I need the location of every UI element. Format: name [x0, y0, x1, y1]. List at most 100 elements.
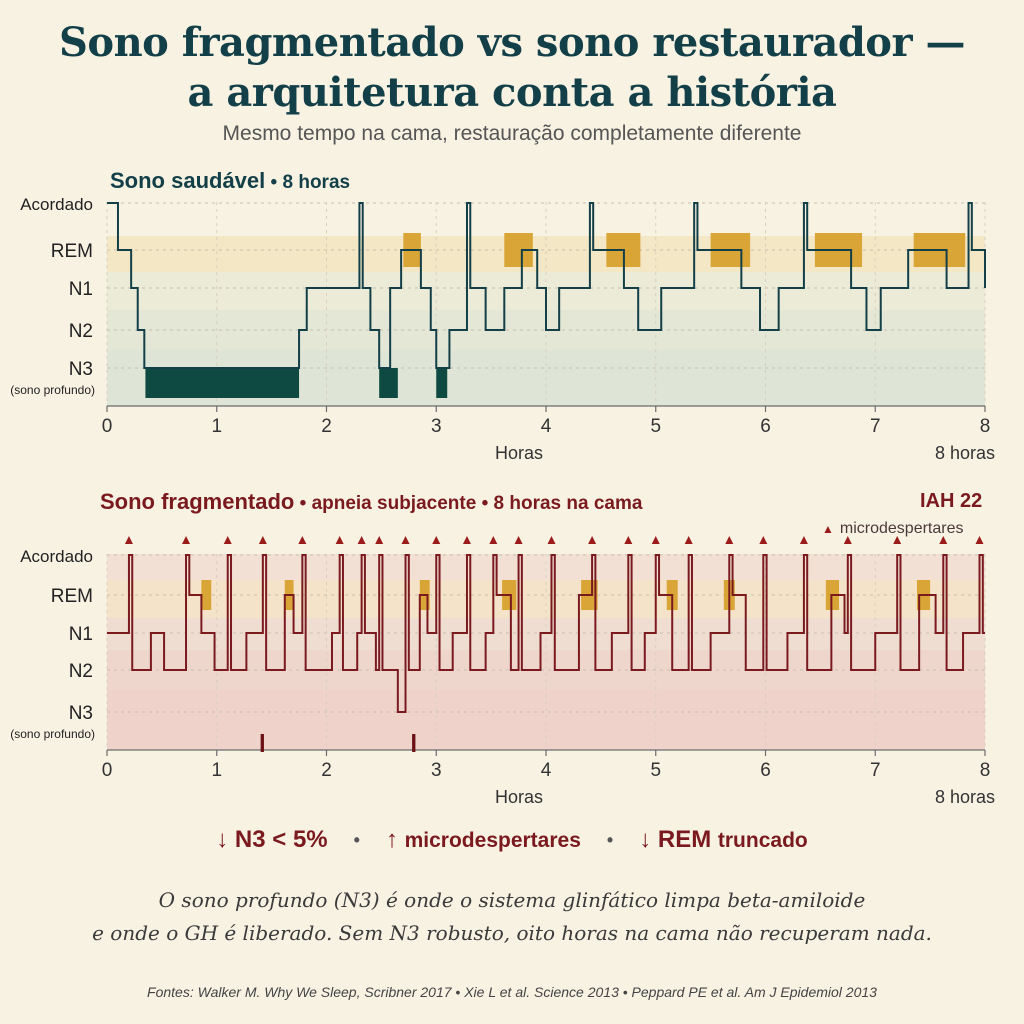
microarousal-marker [514, 536, 523, 544]
stage-label-acordado: Acordado [20, 195, 93, 214]
microarousal-marker [223, 536, 232, 544]
hypnogram-line [107, 202, 986, 369]
fragmented-title-sep1: • [294, 493, 312, 514]
rem-block [201, 580, 212, 610]
healthy-title-sep: • [265, 172, 283, 193]
microarousal-legend-marker-icon: ▲ [822, 522, 834, 536]
x-tick-label: 1 [211, 416, 222, 437]
stage-label-n1: N1 [69, 624, 93, 645]
x-tick-label: 3 [431, 416, 442, 437]
down-arrow-icon: ↓ [216, 826, 229, 853]
x-tick-label: 0 [102, 760, 113, 781]
fragmented-hypnogram-chart: 0 1 2 3 4 5 6 7 8 Horas 8 horas Acordado REM N1 N2 N3 (s… [10, 536, 995, 807]
microarousal-marker [588, 536, 597, 544]
hypnogram-line [107, 554, 985, 713]
fragmented-title-part3: 8 horas na cama [493, 493, 643, 514]
stage-label-n2: N2 [69, 321, 93, 342]
microarousal-marker [893, 536, 902, 544]
healthy-panel-title: Sono saudável • 8 horas [110, 168, 350, 194]
x-tick-label: 7 [870, 760, 881, 781]
stage-sublabel: (sono profundo) [10, 727, 95, 741]
x-tick-label: 4 [541, 416, 552, 437]
summary-sep-1: • [353, 830, 360, 851]
microarousal-marker [759, 536, 768, 544]
microarousal-marker [258, 536, 267, 544]
up-arrow-icon: ↑ [385, 826, 398, 853]
x-tick-label: 3 [431, 760, 442, 781]
n3-block [145, 368, 300, 398]
fragmented-title-sep2: • [476, 493, 494, 514]
x-tick-label: 8 [980, 760, 991, 781]
summary-rem-text: REM [657, 826, 712, 853]
explanatory-note: O sono profundo (N3) é onde o sistema gl… [0, 884, 1024, 950]
stage-band-4 [107, 690, 985, 750]
n3-block [412, 734, 416, 752]
x-tick-label: 1 [211, 760, 222, 781]
microarousal-marker [375, 536, 384, 544]
n3-block [260, 734, 264, 752]
x-tick-label: 0 [102, 416, 113, 437]
x-tick-label: 8 [980, 416, 991, 437]
x-axis-label: Horas [495, 443, 543, 463]
microarousal-marker [182, 536, 191, 544]
microarousal-marker [799, 536, 808, 544]
title-line-2: a arquitetura conta a história [187, 69, 837, 116]
microarousal-marker [624, 536, 633, 544]
healthy-hypnogram-chart: 0 1 2 3 4 5 6 7 8 Horas 8 horas Acordado REM N1 N2 N3 (s… [10, 195, 995, 463]
microarousal-marker [843, 536, 852, 544]
stage-label-rem: REM [51, 241, 93, 262]
x-tick-label: 4 [541, 760, 552, 781]
summary-item-n3: ↓ N3 < 5% [216, 826, 327, 853]
x-tick-label: 6 [760, 416, 771, 437]
n3-block [379, 368, 398, 398]
sources-footnote: Fontes: Walker M. Why We Sleep, Scribner… [147, 984, 877, 1000]
microarousal-legend: ▲ microdespertares [822, 520, 964, 538]
microarousal-marker [401, 536, 410, 544]
stage-label-n1: N1 [69, 279, 93, 300]
stage-label-n3: N3 [69, 359, 93, 380]
x-tick-label: 5 [650, 416, 661, 437]
fragmented-title-part2: apneia subjacente [311, 493, 477, 514]
x-tick-label: 6 [760, 760, 771, 781]
summary-item-micro: ↑ microdespertares [386, 826, 581, 853]
summary-item-rem: ↓ REM truncado [639, 826, 808, 853]
summary-truncado-text: truncado [717, 829, 808, 852]
fragmented-title-text: Sono fragmentado [100, 489, 295, 514]
microarousal-marker [462, 536, 471, 544]
stage-band-3 [107, 650, 985, 690]
x-axis-end-label: 8 horas [935, 443, 995, 463]
x-axis-label: Horas [495, 787, 543, 807]
x-tick-label: 2 [321, 760, 332, 781]
x-tick-label: 7 [870, 416, 881, 437]
microarousal-marker [939, 536, 948, 544]
iah-annotation: IAH 22 [920, 490, 983, 512]
microarousal-marker [298, 536, 307, 544]
microarousal-marker [651, 536, 660, 544]
x-axis-end-label: 8 horas [935, 787, 995, 807]
title-line-1: Sono fragmentado vs sono restaurador — [59, 19, 965, 66]
n3-block [436, 368, 448, 398]
stage-label-rem: REM [51, 586, 93, 607]
chart-title: Sono fragmentado vs sono restaurador — a… [0, 18, 1024, 118]
fragmented-panel-title: Sono fragmentado • apneia subjacente • 8… [100, 489, 642, 515]
stage-label-n3: N3 [69, 703, 93, 724]
microarousal-marker [684, 536, 693, 544]
stage-label-n2: N2 [69, 661, 93, 682]
microarousal-marker [547, 536, 556, 544]
x-tick-label: 5 [650, 760, 661, 781]
healthy-title-text: Sono saudável [110, 168, 266, 193]
healthy-title-hours: 8 horas [282, 172, 351, 193]
summary-sep-2: • [606, 830, 614, 851]
microarousal-marker [357, 536, 366, 544]
microarousal-legend-label: microdespertares [839, 520, 964, 537]
note-line-1: O sono profundo (N3) é onde o sistema gl… [158, 888, 866, 912]
microarousal-marker [124, 536, 133, 544]
microarousal-marker [335, 536, 344, 544]
microarousal-marker [432, 536, 441, 544]
chart-subtitle: Mesmo tempo na cama, restauração complet… [222, 122, 802, 145]
summary-line: ↓ N3 < 5% • ↑ microdespertares • ↓ REM trunc… [0, 826, 1024, 854]
x-tick-label: 2 [321, 416, 332, 437]
stage-sublabel: (sono profundo) [10, 383, 95, 397]
stage-label-acordado: Acordado [20, 547, 93, 566]
summary-n3-text: N3 < 5% [234, 826, 328, 853]
